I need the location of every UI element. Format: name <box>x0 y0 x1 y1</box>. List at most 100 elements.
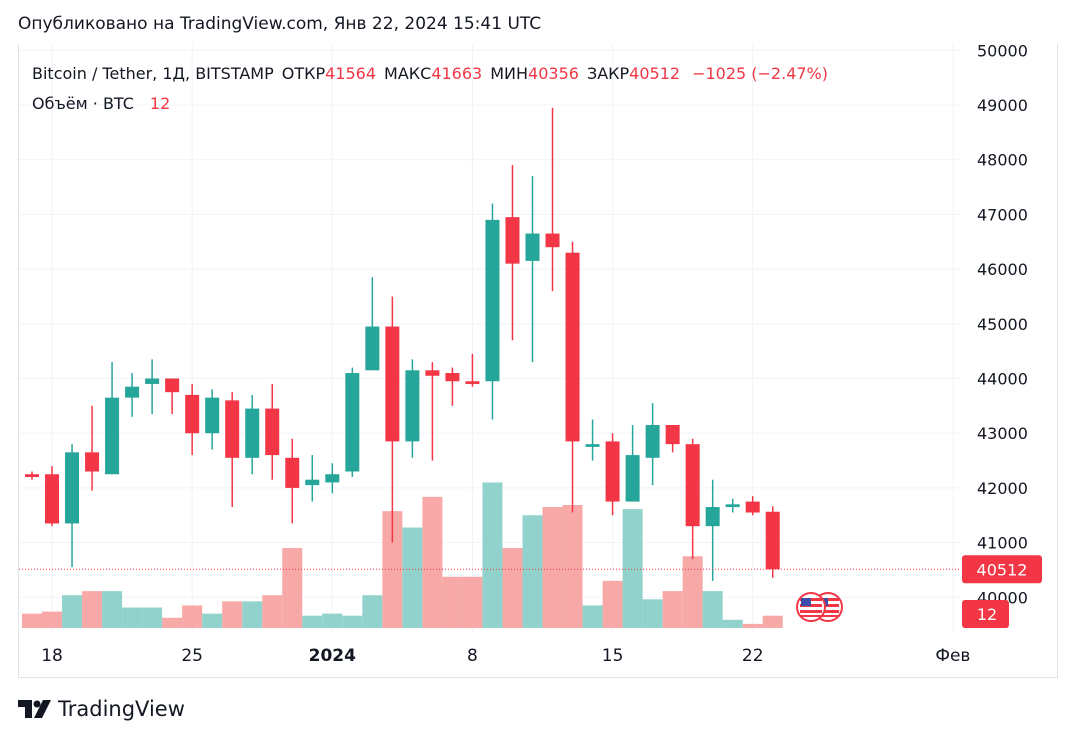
candle-body <box>625 455 640 502</box>
volume-bar <box>362 595 383 628</box>
volume-bar <box>262 595 283 628</box>
y-tick-label: 46000 <box>977 260 1028 279</box>
x-tick-label: 25 <box>181 646 203 666</box>
y-tick-label: 50000 <box>977 41 1028 60</box>
volume-bar <box>162 617 183 628</box>
volume-bar <box>22 613 42 628</box>
candle-body <box>25 474 39 477</box>
change-value: −1025 (−2.47%) <box>692 64 828 83</box>
symbol-title: Bitcoin / Tether, 1Д, BITSTAMP <box>32 64 274 83</box>
low-label: МИН <box>490 64 529 83</box>
candle-body <box>145 378 160 384</box>
volume-bar <box>422 496 443 628</box>
candle-body <box>685 444 700 527</box>
candle-body <box>165 378 180 393</box>
candle-body <box>325 474 340 483</box>
volume-bar <box>682 556 703 628</box>
volume-label: Объём · BTC <box>32 94 134 113</box>
candle-body <box>285 457 300 488</box>
volume-bar <box>222 601 243 628</box>
y-tick-label: 47000 <box>977 205 1028 224</box>
volume-bar <box>242 601 263 628</box>
volume-bar <box>482 482 503 628</box>
candle-body <box>745 501 760 513</box>
y-tick-label: 48000 <box>977 151 1028 170</box>
y-tick-label: 44000 <box>977 370 1028 389</box>
candle-body <box>505 217 520 264</box>
candle-body <box>305 479 320 486</box>
volume-bar <box>122 607 143 628</box>
candle-body <box>665 424 680 445</box>
y-tick-label: 42000 <box>977 479 1028 498</box>
x-tick-label: Фев <box>935 646 970 666</box>
candle-body <box>365 326 380 371</box>
volume-bar <box>82 591 103 628</box>
volume-bar <box>442 576 463 628</box>
last-price-label: 40512 <box>977 560 1028 579</box>
high-label: МАКС <box>384 64 432 83</box>
y-tick-label: 41000 <box>977 534 1028 553</box>
volume-bar <box>142 607 163 628</box>
candle-body <box>585 444 600 447</box>
volume-bar <box>102 591 123 628</box>
open-value: 41564 <box>325 64 377 83</box>
candle-body <box>465 381 480 384</box>
y-tick-label: 45000 <box>977 315 1028 334</box>
price-axis: 4000041000420004300044000450004600047000… <box>977 41 1028 607</box>
chart-frame <box>18 44 1058 678</box>
volume-bar <box>462 576 483 628</box>
candle-body <box>565 252 580 442</box>
candle-body <box>385 326 400 442</box>
volume-bar <box>202 613 223 628</box>
candle-body <box>125 386 140 398</box>
tradingview-logo-icon <box>18 700 51 718</box>
close-value: 40512 <box>629 64 681 83</box>
volume-bar <box>322 613 343 628</box>
candle-body <box>525 233 540 261</box>
volume-bars <box>22 482 783 628</box>
volume-bar <box>722 619 743 628</box>
time-axis: 18 25 2024 8 15 22 Фев <box>41 646 970 666</box>
last-volume-label: 12 <box>977 605 997 624</box>
low-value: 40356 <box>528 64 579 83</box>
candle-body <box>45 474 60 524</box>
candle-body <box>65 452 80 524</box>
volume-value: 12 <box>149 94 171 113</box>
x-tick-label: 18 <box>41 646 63 666</box>
volume-bar <box>382 511 403 628</box>
volume-bar <box>622 509 643 628</box>
open-label: ОТКР <box>281 64 326 83</box>
volume-bar <box>502 548 523 628</box>
published-caption: Опубликовано на TradingView.com, Янв 22,… <box>18 14 542 34</box>
candle-body <box>245 408 260 458</box>
high-value: 41663 <box>431 64 483 83</box>
volume-bar <box>282 548 303 628</box>
candle-body <box>645 424 660 458</box>
volume-legend: Объём · BTC 12 <box>32 94 170 113</box>
candle-body <box>545 233 560 248</box>
last-value-labels: 40512 12 <box>19 555 1042 628</box>
last-price-badge <box>962 555 1042 584</box>
volume-bar <box>62 595 83 628</box>
candle-body <box>725 504 740 508</box>
candlesticks <box>25 107 780 581</box>
volume-bar <box>342 615 363 628</box>
candle-body <box>765 511 780 570</box>
volume-bar <box>402 527 423 628</box>
tradingview-brand[interactable]: TradingView <box>18 697 185 721</box>
candle-body <box>605 441 620 502</box>
volume-bar <box>742 623 763 628</box>
us-flag-icon[interactable] <box>796 592 826 622</box>
volume-bar <box>582 605 603 628</box>
candle-body <box>105 397 120 475</box>
volume-bar <box>542 507 563 628</box>
volume-bar <box>642 599 663 628</box>
x-tick-label: 22 <box>742 646 764 666</box>
y-tick-label: 49000 <box>977 96 1028 115</box>
volume-bar <box>42 611 63 628</box>
ohlc-legend: Bitcoin / Tether, 1Д, BITSTAMP ОТКР41564 М… <box>32 64 828 83</box>
volume-bar <box>302 615 323 628</box>
candle-body <box>205 397 220 434</box>
volume-bar <box>522 515 543 628</box>
